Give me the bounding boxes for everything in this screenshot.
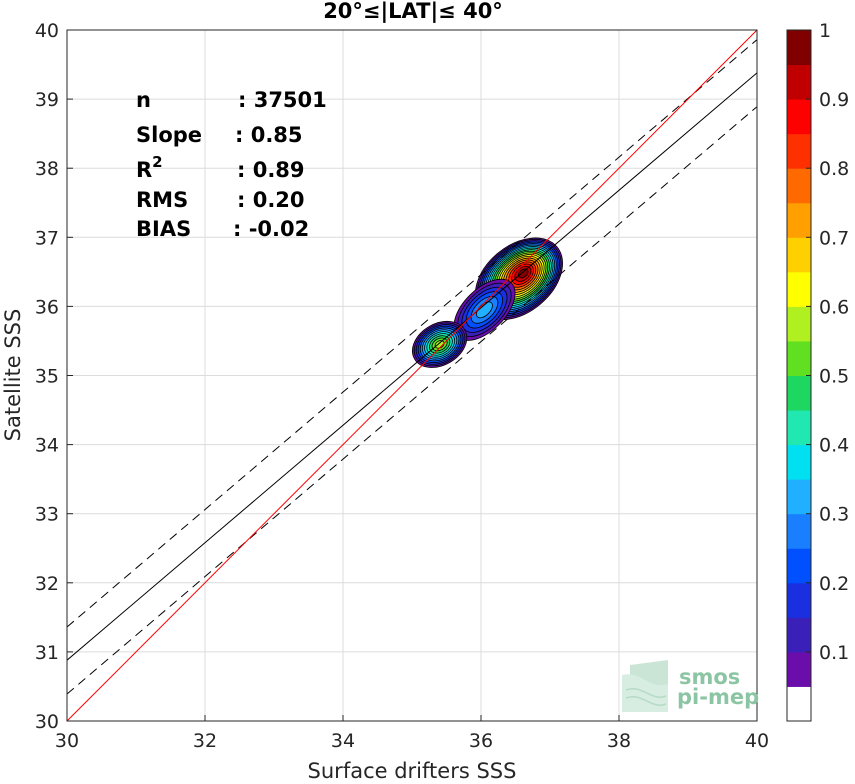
y-tick-label-10: 40 <box>35 20 59 42</box>
colorbar-band-4 <box>787 548 811 584</box>
colorbar-band-11 <box>787 306 811 342</box>
y-tick-label-3: 33 <box>35 504 59 526</box>
chart-title: 20°≤|LAT|≤ 40° <box>323 0 503 24</box>
colorbar-band-18 <box>787 64 811 100</box>
x-tick-label-5: 40 <box>745 730 769 752</box>
stat-value-bias: : -0.02 <box>233 217 309 241</box>
colorbar-band-15 <box>787 168 811 204</box>
y-tick-label-8: 38 <box>35 158 59 180</box>
stat-value-rms: : 0.20 <box>237 188 305 212</box>
colorbar-band-13 <box>787 237 811 273</box>
fit-lines <box>67 30 757 721</box>
x-tick-label-0: 30 <box>55 730 79 752</box>
logo-text-pimep: pi-mep <box>677 685 759 709</box>
colorbar-band-3 <box>787 582 811 618</box>
y-tick-label-6: 36 <box>35 296 59 318</box>
colorbar-band-0 <box>787 686 811 722</box>
colorbar-band-17 <box>787 99 811 135</box>
colorbar-tick-label-0: 0.1 <box>819 642 849 664</box>
line-lower-bound <box>67 106 757 695</box>
colorbar-band-12 <box>787 271 811 307</box>
stat-label-rms: RMS <box>136 188 188 212</box>
x-tick-label-4: 38 <box>607 730 631 752</box>
y-tick-label-7: 37 <box>35 227 59 249</box>
colorbar-tick-label-9: 1 <box>819 20 831 42</box>
colorbar-band-8 <box>787 410 811 446</box>
x-tick-label-3: 36 <box>469 730 493 752</box>
smos-pimep-logo: smos pi-mep <box>622 660 759 712</box>
colorbar-tick-label-7: 0.8 <box>819 158 849 180</box>
logo-text-smos: smos <box>679 665 740 689</box>
density-contours <box>412 237 563 368</box>
colorbar-tick-label-8: 0.9 <box>819 89 849 111</box>
stat-label-bias: BIAS <box>136 217 191 241</box>
colorbar-band-6 <box>787 479 811 515</box>
y-tick-label-2: 32 <box>35 573 59 595</box>
stat-superscript: 2 <box>152 153 162 171</box>
grid <box>66 29 758 722</box>
stat-value-slope: : 0.85 <box>235 123 303 147</box>
y-axis-ticks: 30 31 32 33 34 35 36 37 38 39 40 <box>35 20 73 733</box>
colorbar-band-19 <box>787 30 811 66</box>
colorbar-band-14 <box>787 202 811 238</box>
colorbar-tick-label-3: 0.4 <box>819 435 849 457</box>
colorbar-band-5 <box>787 513 811 549</box>
plot-area: 30 32 34 36 38 40 30 31 32 33 34 35 36 37 38 39 40 <box>35 20 769 752</box>
colorbar-tick-label-6: 0.7 <box>819 227 849 249</box>
stat-value-r: : 0.89 <box>237 158 305 182</box>
y-tick-label-5: 35 <box>35 366 59 388</box>
colorbar-tick-label-5: 0.6 <box>819 296 849 318</box>
colorbar-band-1 <box>787 651 811 687</box>
colorbar-tick-label-1: 0.2 <box>819 573 849 595</box>
stat-label-n: n <box>136 88 151 112</box>
x-axis-label: Surface drifters SSS <box>308 759 517 783</box>
y-tick-label-0: 30 <box>35 711 59 733</box>
y-tick-label-4: 34 <box>35 435 59 457</box>
y-tick-label-9: 39 <box>35 89 59 111</box>
x-axis-ticks: 30 32 34 36 38 40 <box>55 715 769 752</box>
colorbar-band-9 <box>787 375 811 411</box>
contour-bridge-level-6 <box>476 301 493 319</box>
line-one-to-one <box>67 30 757 721</box>
stat-label-slope: Slope <box>136 123 202 147</box>
colorbar-band-16 <box>787 133 811 169</box>
line-regression <box>67 72 757 661</box>
colorbar-tick-label-2: 0.3 <box>819 504 849 526</box>
stat-value-n: : 37501 <box>238 88 327 112</box>
logo-mark-icon <box>622 660 668 712</box>
colorbar-tick-label-4: 0.5 <box>819 366 849 388</box>
x-tick-label-1: 32 <box>193 730 217 752</box>
colorbar-band-2 <box>787 617 811 653</box>
line-upper-bound <box>67 39 757 628</box>
y-axis-label: Satellite SSS <box>1 309 25 442</box>
colorbar-band-10 <box>787 340 811 376</box>
x-tick-label-2: 34 <box>331 730 355 752</box>
contour-main-level-19 <box>518 268 529 279</box>
colorbar-band-7 <box>787 444 811 480</box>
colorbar: 0.1 0.2 0.3 0.4 0.5 0.6 0.7 0.8 0.9 1 <box>786 20 849 722</box>
y-tick-label-1: 31 <box>35 642 59 664</box>
